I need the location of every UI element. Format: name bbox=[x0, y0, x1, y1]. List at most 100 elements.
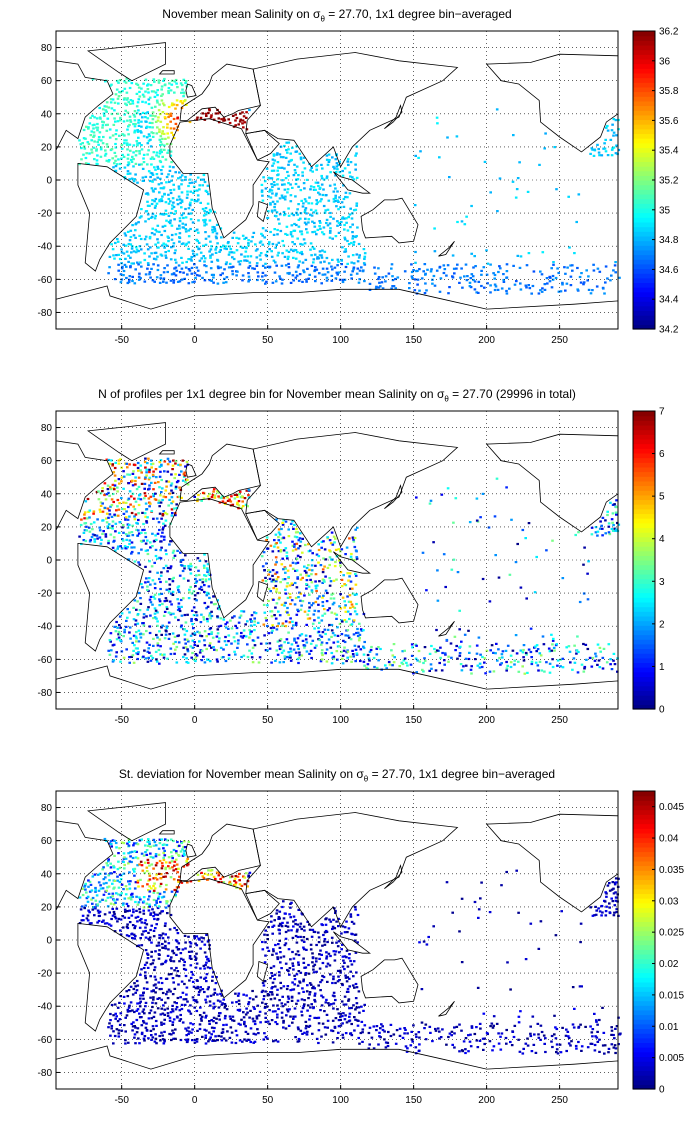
data-cell bbox=[170, 973, 173, 976]
data-cell bbox=[485, 249, 488, 252]
data-cell bbox=[340, 258, 343, 262]
data-cell bbox=[153, 841, 157, 844]
data-cell bbox=[589, 152, 592, 155]
data-cell bbox=[149, 928, 152, 932]
data-cell bbox=[174, 210, 177, 213]
coastline-japan bbox=[384, 104, 403, 130]
data-cell bbox=[120, 496, 123, 500]
data-cell bbox=[324, 575, 327, 578]
data-cell bbox=[208, 578, 211, 581]
data-cell bbox=[174, 1037, 177, 1040]
data-cell bbox=[337, 548, 341, 551]
data-cell bbox=[147, 931, 150, 934]
data-cell bbox=[114, 917, 118, 920]
data-cell bbox=[422, 661, 425, 665]
data-cell bbox=[94, 899, 98, 902]
data-cell bbox=[487, 526, 491, 529]
data-cell bbox=[357, 645, 360, 648]
data-cell bbox=[314, 280, 317, 283]
data-cell bbox=[605, 661, 609, 664]
data-cell bbox=[153, 597, 157, 600]
data-cell bbox=[390, 649, 393, 652]
data-cell bbox=[272, 153, 276, 156]
data-cell bbox=[113, 539, 116, 542]
data-cell bbox=[155, 1024, 158, 1027]
data-cell bbox=[189, 585, 192, 589]
data-cell bbox=[326, 208, 330, 211]
data-cell bbox=[275, 153, 279, 156]
data-cell bbox=[561, 281, 564, 284]
data-cell bbox=[109, 488, 113, 491]
data-cell bbox=[421, 668, 424, 671]
data-cell bbox=[168, 169, 172, 172]
data-cell bbox=[133, 982, 136, 985]
data-cell bbox=[173, 987, 177, 990]
data-cell bbox=[134, 236, 137, 239]
data-cell bbox=[414, 261, 417, 264]
data-cell bbox=[174, 648, 177, 651]
data-cell bbox=[334, 158, 338, 161]
data-cell bbox=[136, 915, 140, 918]
data-cell bbox=[575, 649, 579, 652]
data-cell bbox=[157, 246, 160, 249]
data-cell bbox=[552, 637, 555, 640]
data-cell bbox=[162, 280, 165, 283]
data-cell bbox=[167, 173, 170, 176]
data-cell bbox=[145, 923, 149, 926]
colorbar-segment bbox=[633, 639, 655, 645]
data-cell bbox=[596, 530, 600, 533]
data-cell bbox=[174, 473, 177, 476]
data-cell bbox=[189, 212, 193, 215]
data-cell bbox=[222, 117, 226, 120]
data-cell bbox=[214, 112, 218, 115]
data-cell bbox=[286, 257, 290, 261]
data-cell bbox=[129, 158, 133, 161]
data-cell bbox=[295, 641, 298, 644]
data-cell bbox=[147, 83, 150, 86]
data-cell bbox=[172, 549, 176, 552]
data-cell bbox=[201, 581, 205, 584]
data-cell bbox=[330, 279, 334, 282]
data-cell bbox=[519, 255, 523, 258]
data-cell bbox=[324, 209, 327, 212]
data-cell bbox=[161, 102, 165, 105]
data-cell bbox=[153, 217, 157, 220]
data-cell bbox=[153, 882, 156, 885]
data-cell bbox=[402, 659, 406, 662]
data-cell bbox=[181, 569, 185, 573]
data-cell bbox=[502, 280, 506, 283]
data-cell bbox=[320, 163, 323, 166]
data-cell bbox=[143, 477, 147, 480]
data-cell bbox=[142, 624, 146, 627]
data-cell bbox=[323, 565, 326, 568]
data-cell bbox=[175, 852, 178, 855]
data-cell bbox=[96, 537, 99, 540]
data-cell bbox=[213, 228, 217, 231]
data-cell bbox=[95, 534, 99, 537]
data-cell bbox=[332, 641, 336, 644]
data-cell bbox=[355, 235, 358, 238]
data-cell bbox=[155, 901, 158, 904]
data-cell bbox=[142, 179, 145, 182]
data-cell bbox=[230, 642, 233, 645]
data-cell bbox=[305, 212, 308, 215]
data-cell bbox=[412, 672, 415, 675]
data-cell bbox=[96, 154, 99, 157]
data-cell bbox=[126, 128, 129, 131]
data-cell bbox=[136, 466, 140, 470]
data-cell bbox=[576, 671, 580, 674]
data-cell bbox=[326, 271, 330, 274]
data-cell bbox=[165, 580, 168, 583]
data-cell bbox=[147, 457, 150, 460]
data-cell bbox=[222, 881, 226, 884]
data-cell bbox=[424, 282, 427, 285]
data-cell bbox=[142, 616, 146, 619]
data-cell bbox=[123, 87, 127, 90]
data-cell bbox=[216, 265, 220, 268]
data-cell bbox=[143, 497, 146, 500]
data-cell bbox=[163, 854, 167, 857]
data-cell bbox=[114, 461, 117, 464]
data-cell bbox=[169, 200, 172, 203]
data-cell bbox=[172, 848, 176, 852]
data-cell bbox=[231, 616, 234, 619]
